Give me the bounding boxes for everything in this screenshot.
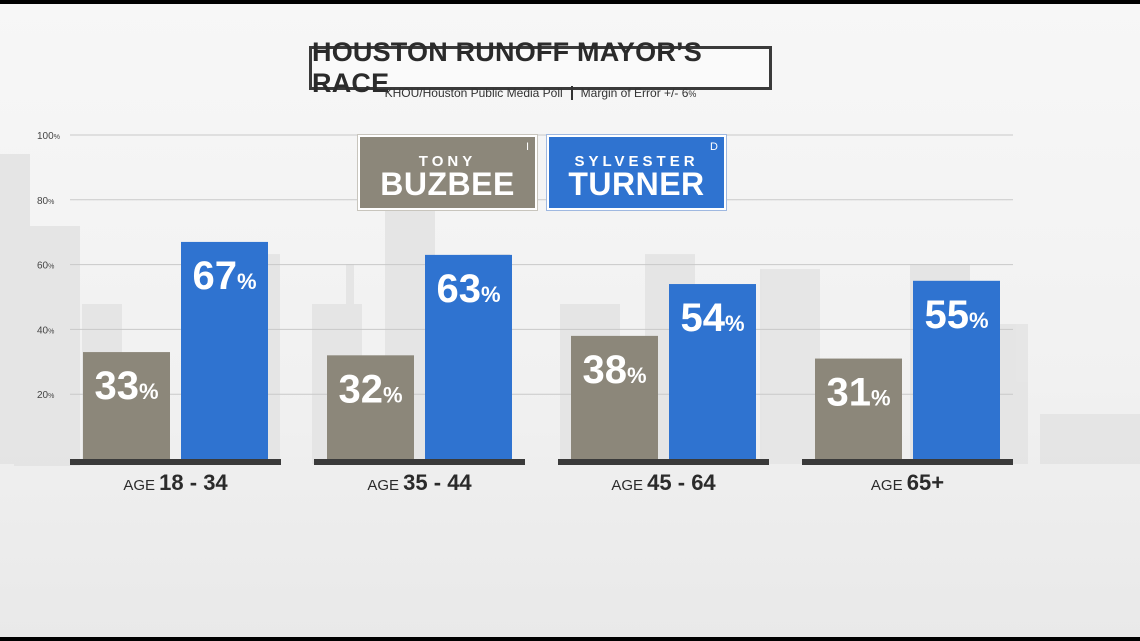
legend-turner-party: D bbox=[710, 141, 718, 153]
y-tick-unit: % bbox=[48, 264, 54, 271]
category-label-range: 35 - 44 bbox=[403, 470, 472, 495]
data-label-value: 33 bbox=[94, 364, 139, 408]
category-label-prefix: AGE bbox=[123, 477, 159, 494]
y-tick-value: 100 bbox=[37, 131, 54, 142]
legend-turner-first-name: SYLVESTER bbox=[574, 153, 699, 170]
bar-buzbee bbox=[83, 352, 170, 459]
margin-of-error-unit: % bbox=[688, 89, 697, 99]
y-tick-label: 80% bbox=[37, 196, 54, 207]
y-tick-value: 40 bbox=[37, 325, 49, 336]
data-label-value: 31 bbox=[826, 371, 871, 415]
category-label: AGE 65+ bbox=[871, 470, 944, 495]
y-tick-value: 60 bbox=[37, 261, 49, 272]
legend-turner-last-name: TURNER bbox=[568, 166, 705, 202]
legend-buzbee: TONY BUZBEE I bbox=[358, 135, 537, 210]
y-tick-unit: % bbox=[48, 328, 54, 335]
data-label-unit: % bbox=[481, 282, 501, 307]
category-label-prefix: AGE bbox=[871, 477, 907, 494]
data-label: 32% bbox=[338, 367, 402, 411]
baseline bbox=[314, 459, 525, 465]
category-label-prefix: AGE bbox=[367, 477, 403, 494]
data-label-unit: % bbox=[871, 386, 891, 411]
baseline bbox=[802, 459, 1013, 465]
poll-source: KHOU/Houston Public Media Poll bbox=[384, 86, 563, 100]
data-label-unit: % bbox=[969, 308, 989, 333]
bar-buzbee bbox=[815, 358, 902, 459]
baseline bbox=[70, 459, 281, 465]
data-label: 33% bbox=[94, 364, 158, 408]
y-tick-unit: % bbox=[48, 393, 54, 400]
legend-buzbee-party: I bbox=[525, 141, 529, 153]
baseline bbox=[558, 459, 769, 465]
y-tick-unit: % bbox=[54, 134, 60, 141]
legend-buzbee-last-name: BUZBEE bbox=[380, 166, 515, 202]
data-label-unit: % bbox=[383, 382, 403, 407]
y-tick-unit: % bbox=[48, 199, 54, 206]
legend-buzbee-first-name: TONY bbox=[418, 153, 477, 170]
data-label-unit: % bbox=[725, 311, 745, 336]
legend-turner: SYLVESTER TURNER D bbox=[547, 135, 726, 210]
margin-of-error: Margin of Error +/- 6% bbox=[581, 86, 697, 100]
data-label: 63% bbox=[436, 267, 500, 311]
category-label-range: 18 - 34 bbox=[159, 470, 228, 495]
bar-turner bbox=[425, 254, 512, 459]
data-label-value: 55 bbox=[924, 293, 969, 337]
bar-chart: 20%40%60%80%100%33%67%AGE 18 - 3432%63%A… bbox=[37, 131, 1013, 495]
category-label: AGE 35 - 44 bbox=[367, 470, 472, 495]
category-label: AGE 45 - 64 bbox=[611, 470, 716, 495]
data-label-unit: % bbox=[139, 379, 159, 404]
data-label-value: 67 bbox=[192, 254, 237, 298]
chart-subtitle: KHOU/Houston Public Media Poll Margin of… bbox=[309, 86, 772, 100]
y-tick-value: 20 bbox=[37, 390, 49, 401]
bar-buzbee bbox=[327, 355, 414, 459]
bar-turner bbox=[181, 241, 268, 459]
bar-buzbee bbox=[571, 335, 658, 459]
y-tick-label: 20% bbox=[37, 390, 54, 401]
category-label-prefix: AGE bbox=[611, 477, 647, 494]
data-label-unit: % bbox=[627, 363, 647, 388]
data-label: 54% bbox=[680, 296, 744, 340]
bar-turner bbox=[669, 284, 756, 459]
data-label: 31% bbox=[826, 371, 890, 415]
margin-of-error-label: Margin of Error +/- 6 bbox=[580, 86, 689, 100]
y-tick-label: 100% bbox=[37, 131, 60, 142]
category-label-range: 65+ bbox=[907, 470, 944, 495]
data-label-value: 38 bbox=[582, 348, 627, 392]
data-label: 38% bbox=[582, 348, 646, 392]
data-label: 67% bbox=[192, 254, 256, 298]
data-label-unit: % bbox=[237, 269, 257, 294]
category-label: AGE 18 - 34 bbox=[123, 470, 228, 495]
category-label-range: 45 - 64 bbox=[647, 470, 716, 495]
data-label-value: 32 bbox=[338, 367, 383, 411]
y-tick-label: 60% bbox=[37, 261, 54, 272]
data-label-value: 63 bbox=[436, 267, 481, 311]
chart-frame: HOUSTON RUNOFF MAYOR’S RACE KHOU/Houston… bbox=[0, 4, 1140, 637]
y-tick-value: 80 bbox=[37, 196, 49, 207]
bar-turner bbox=[913, 280, 1000, 459]
data-label-value: 54 bbox=[680, 296, 725, 340]
subtitle-separator bbox=[570, 86, 573, 100]
y-tick-label: 40% bbox=[37, 325, 54, 336]
data-label: 55% bbox=[924, 293, 988, 337]
